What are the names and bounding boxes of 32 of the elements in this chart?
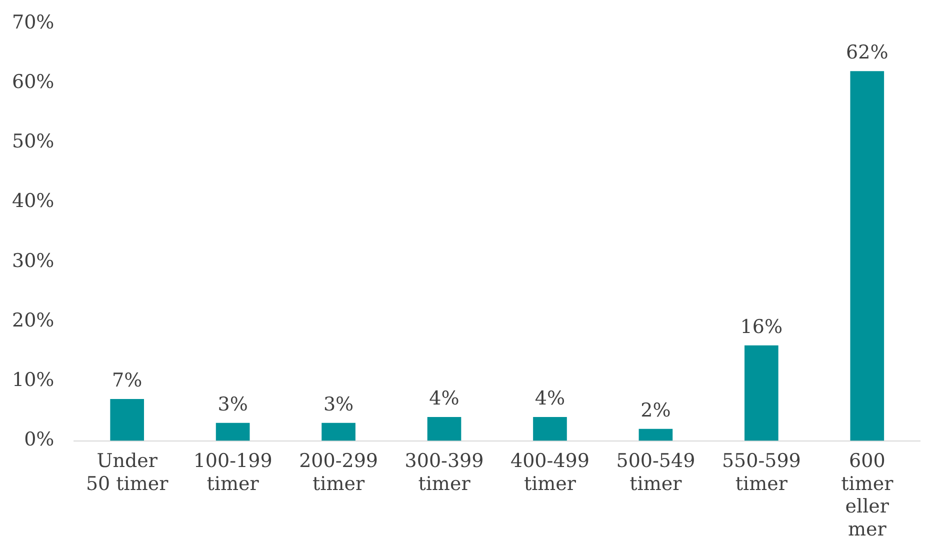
y-tick-label: 10% [12, 369, 54, 392]
data-label: 3% [323, 393, 354, 416]
bar [216, 422, 250, 441]
x-tick-label: 400-499 timer [510, 450, 590, 495]
y-tick-label: 0% [24, 428, 54, 451]
y-tick-label: 60% [12, 70, 54, 93]
data-label: 16% [740, 316, 783, 338]
data-label: 2% [640, 399, 671, 422]
bar [638, 428, 673, 441]
x-tick-label: Under 50 timer [86, 450, 170, 495]
data-label: 7% [112, 369, 142, 392]
data-label: 4% [534, 387, 566, 410]
data-label: 62% [846, 42, 888, 64]
y-tick-label: 30% [12, 250, 54, 272]
data-label: 3% [218, 393, 248, 416]
bar [322, 422, 356, 441]
bar [744, 345, 778, 441]
y-tick-label: 20% [12, 309, 54, 332]
y-tick-label: 70% [12, 11, 54, 34]
data-label: 4% [429, 387, 460, 410]
bar [850, 71, 884, 441]
y-tick-label: 50% [12, 130, 54, 153]
x-tick-label: 600 timer eller mer [841, 450, 894, 541]
y-tick-label: 40% [12, 190, 54, 212]
bar [533, 416, 567, 441]
x-tick-label: 500-549 timer [616, 450, 696, 495]
x-tick-label: 200-299 timer [299, 450, 378, 495]
x-tick-label: 300-399 timer [404, 450, 484, 495]
bar [110, 399, 144, 441]
bar [427, 416, 462, 441]
x-tick-label: 550-599 timer [722, 450, 801, 495]
x-tick-label: 100-199 timer [193, 450, 272, 495]
